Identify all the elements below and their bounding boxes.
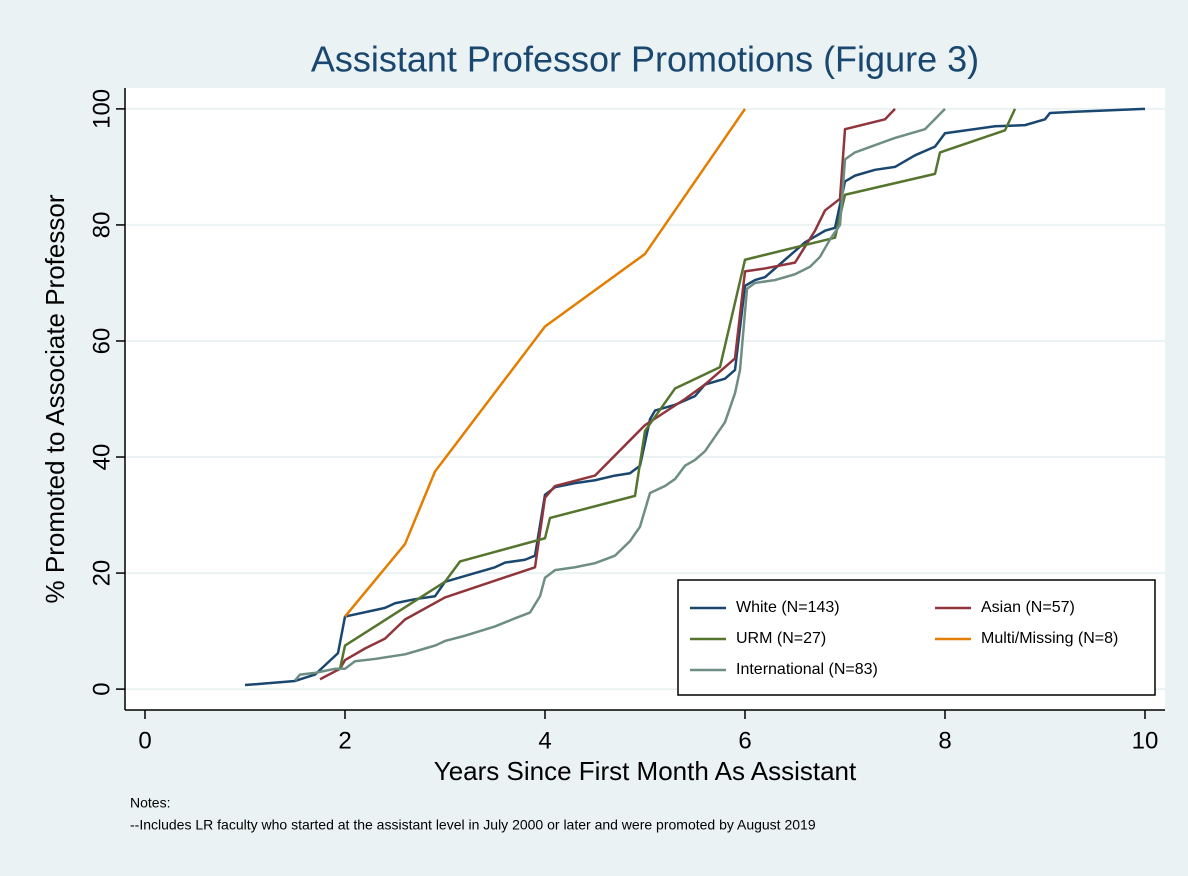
series-line [338,108,1017,670]
x-axis-label: Years Since First Month As Assistant [434,756,857,786]
legend-label: Multi/Missing (N=8) [981,630,1118,647]
note: Notes: [130,795,170,811]
note: --Includes LR faculty who started at the… [130,817,816,833]
x-tick-label: 10 [1132,727,1159,754]
y-tick-label: 100 [88,89,115,129]
legend-label: Asian (N=57) [981,599,1075,616]
series-line [294,108,946,682]
series-line [344,108,747,618]
series-line [244,107,1146,687]
x-tick-label: 2 [338,727,351,754]
chart-title: Assistant Professor Promotions (Figure 3… [311,39,979,80]
x-tick-label: 8 [938,727,951,754]
x-tick-label: 0 [138,727,151,754]
legend-box [677,579,1156,696]
y-tick-label: 0 [88,682,115,695]
legend-label: White (N=143) [736,599,840,616]
y-tick-label: 80 [88,212,115,239]
y-axis-label: % Promoted to Associate Professor [40,194,70,603]
legend-label: URM (N=27) [736,630,826,647]
series-line [319,108,896,681]
x-tick-label: 4 [538,727,551,754]
legend-label: International (N=83) [736,661,878,678]
y-tick-label: 60 [88,328,115,355]
x-tick-label: 6 [738,727,751,754]
y-tick-label: 40 [88,444,115,471]
y-tick-label: 20 [88,560,115,587]
